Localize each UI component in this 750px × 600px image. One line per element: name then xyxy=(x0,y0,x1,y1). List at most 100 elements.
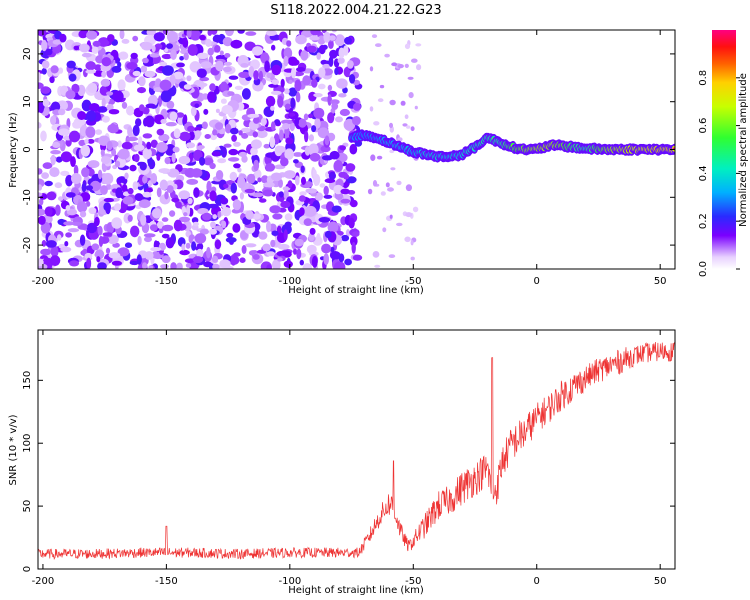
noise-blob xyxy=(38,258,44,267)
noise-blob xyxy=(117,61,122,68)
noise-blob xyxy=(352,231,360,237)
noise-blob xyxy=(397,64,404,69)
noise-blob xyxy=(105,247,111,254)
noise-blob xyxy=(215,108,220,113)
noise-blob xyxy=(334,67,339,76)
y-tick-label: 150 xyxy=(22,371,33,390)
noise-blob xyxy=(406,125,411,129)
noise-blob xyxy=(88,207,97,215)
noise-blob xyxy=(223,61,232,66)
noise-blob xyxy=(283,229,288,241)
noise-blob xyxy=(115,187,123,199)
noise-blob xyxy=(283,55,289,67)
noise-blob xyxy=(132,35,139,42)
noise-blob xyxy=(114,203,122,211)
noise-blob xyxy=(152,208,162,219)
noise-blob xyxy=(161,53,173,60)
noise-blob xyxy=(295,34,307,45)
noise-blob xyxy=(85,61,96,71)
snr-marks xyxy=(38,341,675,560)
noise-blob xyxy=(369,66,374,72)
x-tick-label: 0 xyxy=(534,576,540,587)
noise-blob xyxy=(309,35,320,41)
noise-blob xyxy=(320,59,328,65)
noise-blob xyxy=(142,262,148,269)
noise-blob xyxy=(352,116,361,126)
noise-blob xyxy=(287,112,296,117)
noise-blob xyxy=(283,260,293,268)
noise-blob xyxy=(172,183,178,190)
noise-blob xyxy=(186,75,192,82)
noise-blob xyxy=(224,265,234,269)
noise-blob xyxy=(329,150,340,160)
noise-blob xyxy=(282,123,290,130)
noise-blob xyxy=(117,247,130,257)
noise-blob xyxy=(86,30,98,40)
noise-blob xyxy=(202,212,212,221)
noise-blob xyxy=(84,252,93,260)
noise-blob xyxy=(209,228,217,235)
noise-blob xyxy=(247,113,260,118)
noise-blob xyxy=(186,178,199,185)
noise-blob xyxy=(65,192,76,198)
noise-blob xyxy=(298,118,307,128)
noise-blob xyxy=(41,172,49,180)
noise-blob xyxy=(299,207,305,216)
noise-blob xyxy=(252,131,258,138)
noise-blob xyxy=(404,43,411,50)
noise-blob xyxy=(102,232,113,237)
noise-blob xyxy=(80,211,87,218)
noise-blob xyxy=(148,265,154,269)
noise-blob xyxy=(189,61,201,73)
noise-blob xyxy=(338,253,345,263)
noise-blob xyxy=(271,44,276,51)
noise-blob xyxy=(327,94,332,106)
noise-blob xyxy=(68,73,77,82)
noise-blob xyxy=(251,192,264,198)
noise-blob xyxy=(106,91,114,96)
noise-blob xyxy=(389,149,395,154)
noise-blob xyxy=(212,129,218,136)
noise-blob xyxy=(78,139,86,147)
noise-blob xyxy=(312,169,317,178)
noise-blob xyxy=(396,222,403,227)
noise-blob xyxy=(338,171,348,178)
noise-blob xyxy=(185,142,196,149)
noise-blob xyxy=(302,263,313,269)
noise-blob xyxy=(183,212,188,217)
noise-blob xyxy=(253,70,259,81)
noise-blob xyxy=(150,139,158,148)
noise-blob xyxy=(91,243,100,251)
noise-blob xyxy=(101,115,110,123)
noise-blob xyxy=(41,240,47,247)
noise-blob xyxy=(263,182,275,188)
noise-blob xyxy=(140,65,148,73)
noise-blob xyxy=(160,264,169,269)
noise-blob xyxy=(60,246,72,253)
noise-blob xyxy=(54,204,61,216)
noise-blob xyxy=(334,34,346,47)
noise-blob xyxy=(171,197,180,203)
noise-blob xyxy=(405,212,413,218)
noise-blob xyxy=(146,30,157,36)
noise-blob xyxy=(328,39,334,49)
noise-blob xyxy=(166,31,178,43)
noise-blob xyxy=(138,199,151,209)
noise-blob xyxy=(244,243,257,248)
x-tick-label: 50 xyxy=(654,576,667,587)
noise-blob xyxy=(81,99,92,112)
noise-blob xyxy=(322,63,331,69)
noise-blob xyxy=(233,141,241,147)
noise-blob xyxy=(344,36,352,45)
noise-blob xyxy=(41,60,50,69)
x-tick-label: 50 xyxy=(654,276,667,287)
noise-blob xyxy=(230,182,237,194)
noise-blob xyxy=(79,43,90,53)
noise-blob xyxy=(136,254,142,265)
noise-blob xyxy=(371,34,378,38)
noise-blob xyxy=(227,157,240,162)
noise-blob xyxy=(176,62,185,68)
noise-blob xyxy=(262,243,271,252)
noise-blob xyxy=(327,84,333,91)
noise-blob xyxy=(175,201,182,209)
